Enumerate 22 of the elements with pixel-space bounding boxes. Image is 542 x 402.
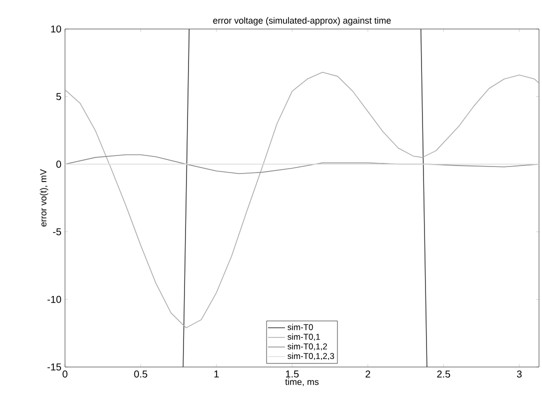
line-series (65, 72, 540, 328)
legend-label: sim-T0 (288, 324, 313, 330)
x-tick-label: 2.5 (437, 370, 450, 378)
y-tick-label: 5 (56, 93, 62, 100)
y-axis-title: error vo(t), mV (40, 169, 48, 227)
y-tick-label: 0 (56, 160, 62, 168)
x-tick-label: 3 (516, 370, 522, 378)
chart-title: error voltage (simulated-approx) against time (213, 17, 391, 26)
x-tick-label: 0 (62, 370, 68, 378)
y-tick-label: 10 (51, 25, 62, 33)
legend-label: sim-T0,1 (288, 334, 320, 341)
x-tick-label: 1.5 (286, 370, 299, 378)
line-series (65, 154, 540, 174)
y-tick-label: -15 (48, 364, 62, 370)
legend-label: sim-T0,1,2,3 (288, 352, 334, 360)
y-tick-label: -5 (53, 228, 62, 236)
x-tick-label: 1 (214, 370, 219, 378)
x-tick-label: 0.5 (134, 370, 148, 378)
legend-label: sim-T0,1,2 (288, 343, 327, 350)
x-tick-label: 2 (366, 370, 370, 378)
x-axis-title: time, ms (285, 378, 319, 386)
y-tick-label: -10 (48, 296, 62, 303)
